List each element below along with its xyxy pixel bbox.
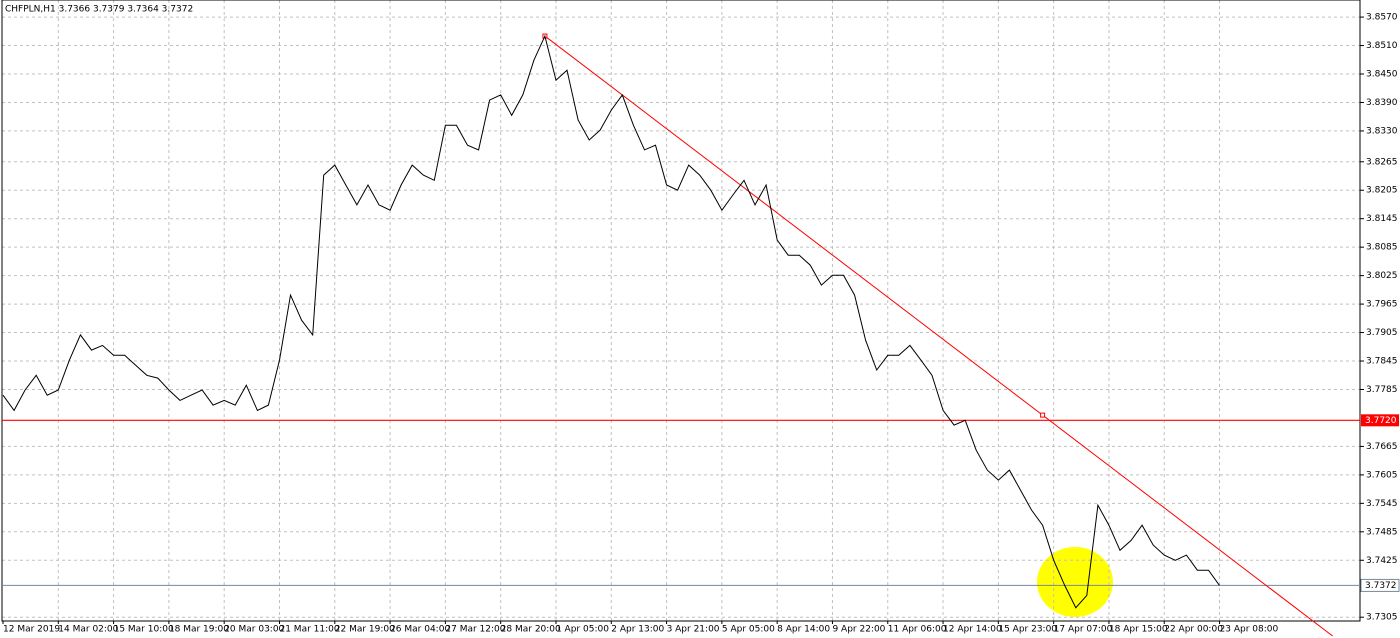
y-tick-label: 3.7305 xyxy=(1366,613,1398,623)
y-tick-label: 3.7485 xyxy=(1366,527,1398,537)
x-tick-label: 17 Apr 07:00 xyxy=(1054,625,1113,635)
trend-line xyxy=(544,35,1333,637)
y-tick-label: 3.7545 xyxy=(1366,499,1398,509)
x-tick-label: 26 Mar 04:00 xyxy=(390,625,450,635)
y-tick-label: 3.8330 xyxy=(1366,126,1398,136)
trend-anchor xyxy=(1040,412,1046,418)
current-price-label: 3.7372 xyxy=(1365,581,1397,591)
x-tick-label: 28 Mar 20:00 xyxy=(501,625,561,635)
x-tick-label: 2 Apr 13:00 xyxy=(611,625,664,635)
y-tick-label: 3.8265 xyxy=(1366,157,1398,167)
x-tick-label: 18 Apr 15:00 xyxy=(1109,625,1168,635)
level-badge xyxy=(1361,414,1399,427)
x-tick-label: 8 Apr 14:00 xyxy=(777,625,830,635)
x-tick-label: 20 Mar 03:00 xyxy=(224,625,284,635)
x-tick-label: 23 Apr 08:00 xyxy=(1220,625,1279,635)
x-tick-label: 18 Mar 19:00 xyxy=(169,625,229,635)
x-tick-label: 12 Apr 14:00 xyxy=(943,625,1002,635)
y-tick-label: 3.8025 xyxy=(1366,271,1398,281)
x-tick-label: 27 Mar 12:00 xyxy=(445,625,505,635)
y-tick-label: 3.7785 xyxy=(1366,385,1398,395)
x-tick-label: 12 Mar 2019 xyxy=(3,625,60,635)
x-tick-label: 9 Apr 22:00 xyxy=(832,625,885,635)
y-tick-label: 3.8205 xyxy=(1366,186,1398,196)
price-line xyxy=(2,34,1220,609)
chart-title: CHFPLN,H1 3.7366 3.7379 3.7364 3.7372 xyxy=(5,5,193,15)
y-tick-label: 3.8085 xyxy=(1366,243,1398,253)
y-tick-label: 3.7425 xyxy=(1366,556,1398,566)
y-tick-label: 3.8570 xyxy=(1366,13,1398,23)
y-tick-label: 3.7845 xyxy=(1366,357,1398,367)
x-tick-label: 15 Apr 23:00 xyxy=(998,625,1057,635)
y-tick-label: 3.7905 xyxy=(1366,328,1398,338)
level-label: 3.7720 xyxy=(1365,416,1397,426)
x-tick-label: 22 Mar 19:00 xyxy=(335,625,395,635)
current-price-badge xyxy=(1360,578,1400,592)
plot-frame xyxy=(1,0,1361,622)
y-tick-label: 3.8510 xyxy=(1366,41,1398,51)
y-tick-label: 3.7965 xyxy=(1366,300,1398,310)
y-tick-label: 3.8450 xyxy=(1366,70,1398,80)
x-tick-label: 15 Mar 10:00 xyxy=(114,625,174,635)
x-tick-label: 22 Apr 00:00 xyxy=(1164,625,1223,635)
x-tick-label: 14 Mar 02:00 xyxy=(58,625,118,635)
y-tick-label: 3.7605 xyxy=(1366,470,1398,480)
y-tick-label: 3.8145 xyxy=(1366,214,1398,224)
y-tick-label: 3.7665 xyxy=(1366,442,1398,452)
x-tick-label: 3 Apr 21:00 xyxy=(667,625,720,635)
x-tick-label: 5 Apr 05:00 xyxy=(722,625,775,635)
x-tick-label: 1 Apr 05:00 xyxy=(556,625,609,635)
x-tick-label: 11 Apr 06:00 xyxy=(888,625,947,635)
x-tick-label: 21 Mar 11:00 xyxy=(279,625,339,635)
y-tick-label: 3.8390 xyxy=(1366,98,1398,108)
